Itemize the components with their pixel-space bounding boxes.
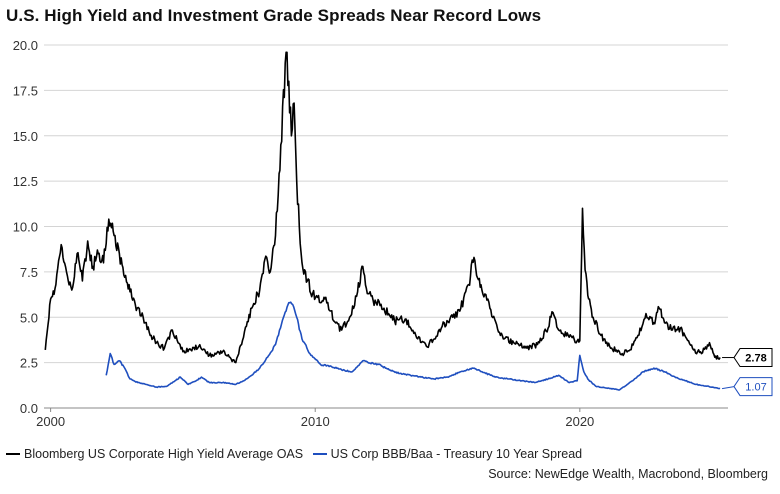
chart-title: U.S. High Yield and Investment Grade Spr… bbox=[6, 6, 542, 25]
legend-swatch-high-yield bbox=[6, 453, 20, 455]
axis-layer: 0.0 2.5 5.0 7.5 10.0 12.5 15.0 17.5 20.0 2000 2010… bbox=[13, 38, 728, 429]
y-tick-label: 17.5 bbox=[13, 83, 38, 98]
legend-item-high-yield: Bloomberg US Corporate High Yield Averag… bbox=[6, 447, 303, 461]
source-note: Source: NewEdge Wealth, Macrobond, Bloom… bbox=[488, 467, 768, 481]
y-tick-label: 7.5 bbox=[20, 265, 38, 280]
y-tick-label: 12.5 bbox=[13, 174, 38, 189]
series-layer bbox=[44, 51, 721, 391]
x-tick-label: 2010 bbox=[301, 414, 330, 429]
y-tick-label: 2.5 bbox=[20, 356, 38, 371]
series-line-high-yield bbox=[44, 51, 721, 364]
y-tick-label: 10.0 bbox=[13, 220, 38, 235]
legend: Bloomberg US Corporate High Yield Averag… bbox=[6, 444, 588, 461]
legend-label-investment-grade: US Corp BBB/Baa - Treasury 10 Year Sprea… bbox=[330, 447, 583, 461]
y-tick-label: 5.0 bbox=[20, 310, 38, 325]
end-value-text: 2.78 bbox=[745, 353, 766, 365]
grid-layer bbox=[44, 44, 728, 409]
legend-item-investment-grade: US Corp BBB/Baa - Treasury 10 Year Sprea… bbox=[312, 447, 583, 461]
y-tick-label: 20.0 bbox=[13, 38, 38, 53]
end-label-high-yield: 2.78 bbox=[722, 348, 773, 368]
x-tick-label: 2020 bbox=[565, 414, 594, 429]
x-tick-label: 2000 bbox=[36, 414, 65, 429]
legend-label-high-yield: Bloomberg US Corporate High Yield Averag… bbox=[24, 447, 304, 461]
end-label-layer: 2.78 1.07 bbox=[721, 348, 773, 397]
legend-swatch-investment-grade bbox=[312, 453, 327, 455]
end-value-text: 1.07 bbox=[745, 382, 766, 394]
y-tick-label: 0.0 bbox=[20, 401, 38, 416]
series-line-investment-grade bbox=[105, 301, 721, 391]
y-tick-label: 15.0 bbox=[13, 129, 38, 144]
end-label-investment-grade: 1.07 bbox=[721, 377, 773, 397]
